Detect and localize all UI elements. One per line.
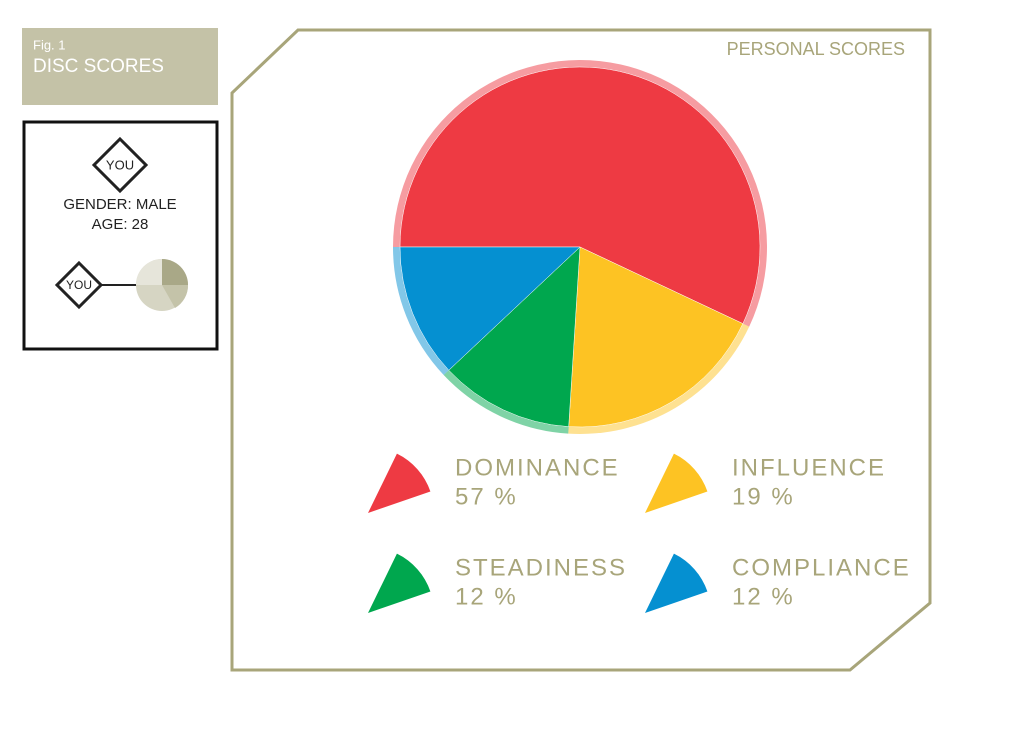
legend-value: 19 % [732,483,795,510]
slice [568,246,744,428]
legend-label: INFLUENCE [732,454,886,481]
slice [448,246,581,427]
legend-label: COMPLIANCE [732,554,911,581]
legend-icon [645,453,708,513]
slice [399,66,761,324]
slice [399,246,581,371]
legend-value: 12 % [455,583,518,610]
figure-label: Fig. 1 [33,37,66,52]
figure-title: DISC SCORES [33,56,164,77]
badge-diamond [91,136,149,194]
legend-value: 12 % [732,583,795,610]
legend-label: DOMINANCE [455,454,620,481]
figure-header [22,28,218,105]
legend-icon [645,553,708,613]
chart-title: PERSONAL SCORES [727,39,905,59]
mini-pie-part [136,259,162,285]
age: AGE: 28 [92,216,149,233]
pie [393,59,767,434]
mini-pie [136,259,189,311]
gender: GENDER: MALE [63,196,176,213]
legend-value: 57 % [455,483,518,510]
mini-pie-part [162,285,189,308]
mini-badge-text: YOU [66,278,92,292]
legend-icon [368,553,431,613]
mini-badge-diamond [54,260,104,310]
legend-icon [368,453,431,513]
chart-frame [230,28,932,672]
legend-label: STEADINESS [455,554,627,581]
mini-pie-part [162,259,188,285]
badge-text: YOU [106,157,134,172]
profile-card [22,120,219,351]
